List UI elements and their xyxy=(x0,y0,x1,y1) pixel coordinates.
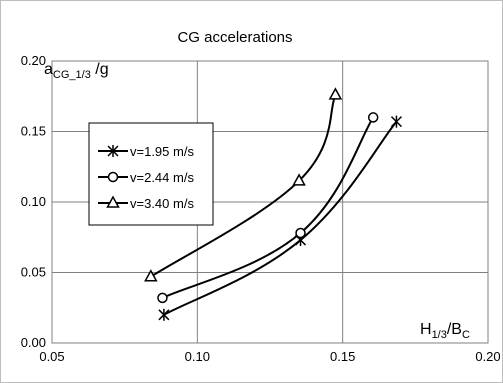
legend-label: v=3.40 m/s xyxy=(130,196,194,211)
series-1 xyxy=(158,115,402,321)
triangle-marker xyxy=(144,269,158,282)
series-2 xyxy=(157,112,379,304)
legend-item: v=2.44 m/s xyxy=(98,170,194,185)
legend: v=1.95 m/s v=2.44 m/s v=3.40 m/s xyxy=(88,122,214,226)
y-axis-label: aCG_1/3 /g xyxy=(44,61,109,81)
circle-marker xyxy=(157,292,168,304)
legend-item: v=1.95 m/s xyxy=(98,144,194,159)
x-tick-label: 0.05 xyxy=(39,349,64,364)
x-axis-label: H1/3/BC xyxy=(420,321,470,341)
series-3 xyxy=(144,87,343,282)
chart-title: CG accelerations xyxy=(177,29,292,46)
legend-label: v=1.95 m/s xyxy=(130,144,194,159)
asterisk-marker xyxy=(107,145,119,157)
y-tick-labels: 0.00 0.05 0.10 0.15 0.20 xyxy=(21,53,46,350)
y-tick-label: 0.00 xyxy=(21,335,46,350)
triangle-marker xyxy=(328,87,343,100)
y-tick-label: 0.20 xyxy=(21,53,46,68)
legend-label: v=2.44 m/s xyxy=(130,170,194,185)
y-tick-label: 0.05 xyxy=(21,265,46,280)
plot-border xyxy=(51,60,489,344)
circle-marker xyxy=(107,171,119,183)
y-tick-label: 0.15 xyxy=(21,124,46,139)
legend-item: v=3.40 m/s xyxy=(98,195,194,211)
x-tick-label: 0.20 xyxy=(475,349,500,364)
legend-items: v=1.95 m/s v=2.44 m/s v=3.40 m/s xyxy=(98,144,194,211)
triangle-marker xyxy=(106,195,120,208)
asterisk-marker xyxy=(390,115,402,128)
circle-marker xyxy=(367,112,379,123)
x-tick-label: 0.15 xyxy=(330,349,355,364)
circle-marker xyxy=(295,227,306,239)
x-tick-labels: 0.05 0.10 0.15 0.20 xyxy=(39,349,500,364)
asterisk-marker xyxy=(158,308,170,321)
y-tick-label: 0.10 xyxy=(21,194,46,209)
series-layer xyxy=(144,87,402,321)
x-tick-label: 0.10 xyxy=(185,349,210,364)
triangle-marker xyxy=(292,173,306,186)
